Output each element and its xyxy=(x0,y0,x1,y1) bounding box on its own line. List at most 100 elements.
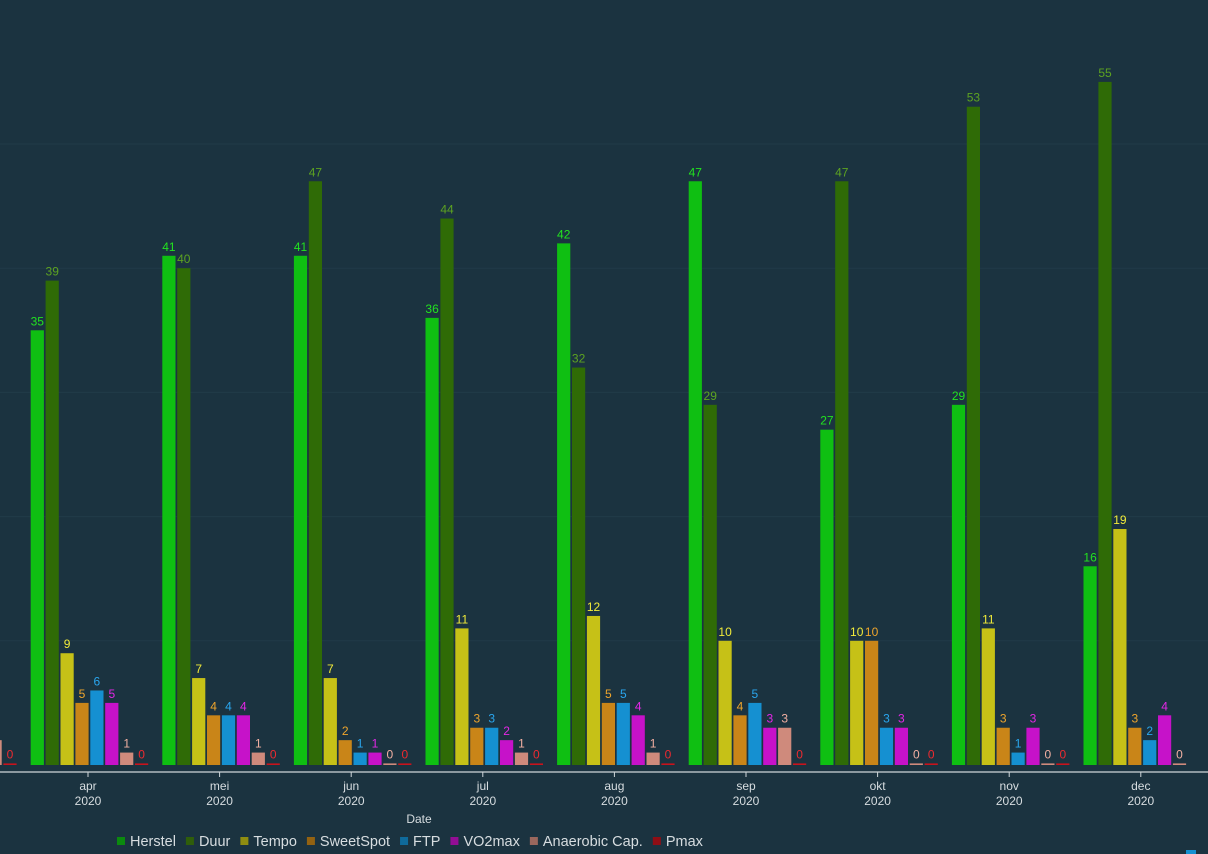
bar-sweetspot-dec xyxy=(1128,727,1142,765)
bar-duur-jul xyxy=(440,218,454,765)
data-label-ftp-apr: 6 xyxy=(94,674,101,688)
bar-duur-aug xyxy=(572,367,586,765)
bar-vo2max-jul xyxy=(500,740,514,765)
tick-label-year-nov: 2020 xyxy=(996,794,1023,808)
legend-label-pmax: Pmax xyxy=(666,834,704,850)
data-label-tempo-apr: 9 xyxy=(64,637,71,651)
data-label-sweetspot-dec: 3 xyxy=(1131,712,1138,726)
bar-vo2max-nov xyxy=(1026,727,1040,765)
bar-herstel-okt xyxy=(820,429,834,765)
data-label-anaerobic-cap--apr: 1 xyxy=(123,737,130,751)
bar-pmax-nov xyxy=(1056,763,1070,765)
data-label-ftp-dec: 2 xyxy=(1146,724,1153,738)
legend-swatch-duur xyxy=(185,837,194,845)
data-label-pmax-jul: 0 xyxy=(533,747,540,761)
data-label-vo2max-jun: 1 xyxy=(372,737,379,751)
data-label-herstel-aug: 42 xyxy=(557,227,571,241)
data-label-ftp-aug: 5 xyxy=(620,687,627,701)
bar-anaerobic-cap--mei xyxy=(251,752,265,765)
data-label-vo2max-dec: 4 xyxy=(1161,699,1168,713)
data-label-anaerobic-cap--nov: 0 xyxy=(1045,747,1052,761)
bar-sweetspot-aug xyxy=(601,702,615,765)
bar-duur-okt xyxy=(835,181,849,765)
data-label-duur-mei: 40 xyxy=(177,252,191,266)
bar-sweetspot-apr xyxy=(75,702,89,765)
data-label-pmax-nov: 0 xyxy=(1059,747,1066,761)
bar-tempo-mei xyxy=(192,678,206,765)
data-label-ftp-nov: 1 xyxy=(1015,737,1022,751)
tick-label-month-mei: mei xyxy=(210,779,229,793)
data-label-pmax-jun: 0 xyxy=(401,747,408,761)
bar-duur-dec xyxy=(1098,81,1112,765)
bar-tempo-apr xyxy=(60,653,74,765)
bar-tempo-okt xyxy=(850,640,864,765)
bar-tempo-aug xyxy=(586,615,601,765)
bar-vo2max-jun xyxy=(368,752,382,765)
data-label-pmax-mei: 0 xyxy=(270,747,277,761)
data-label-vo2max-okt: 3 xyxy=(898,712,905,726)
data-label-sweetspot-nov: 3 xyxy=(1000,712,1007,726)
data-label-tempo-mei: 7 xyxy=(195,662,202,676)
bar-sweetspot-mei xyxy=(207,715,221,765)
bars xyxy=(0,81,1187,766)
bar-herstel-mei xyxy=(162,255,176,765)
bar-pmax-jun xyxy=(398,763,412,765)
bar-pmax-jul xyxy=(529,763,543,765)
data-label-duur-okt: 47 xyxy=(835,165,849,179)
bar-tempo-sep xyxy=(718,640,732,765)
bar-ftp-jun xyxy=(353,752,367,765)
data-label-sweetspot-sep: 4 xyxy=(737,699,744,713)
bar-tempo-jul xyxy=(455,628,469,765)
bar-ftp-aug xyxy=(616,702,630,765)
bar-anaerobic-cap--jun xyxy=(383,763,397,765)
bar-vo2max-okt xyxy=(894,727,908,765)
bar-pmax-partial xyxy=(3,763,17,765)
bar-duur-sep xyxy=(703,404,717,765)
data-label-anaerobic-cap--dec: 0 xyxy=(1176,747,1183,761)
tick-label-month-apr: apr xyxy=(79,779,96,793)
tick-label-month-jun: jun xyxy=(342,779,359,793)
data-label-herstel-okt: 27 xyxy=(820,414,834,428)
data-label-anaerobic-cap--jul: 1 xyxy=(518,737,525,751)
bar-anaerobic-cap--jul xyxy=(514,752,529,765)
data-label-vo2max-mei: 4 xyxy=(240,699,247,713)
data-label-sweetspot-jul: 3 xyxy=(473,712,480,726)
tick-label-year-okt: 2020 xyxy=(864,794,891,808)
data-label-pmax-aug: 0 xyxy=(665,747,672,761)
x-axis-ticks: apr2020mei2020jun2020jul2020aug2020sep20… xyxy=(75,772,1154,808)
bar-ftp-dec xyxy=(1143,740,1157,765)
data-label-duur-apr: 39 xyxy=(46,265,60,279)
data-label-herstel-jun: 41 xyxy=(294,240,308,254)
bar-herstel-apr xyxy=(30,330,44,765)
bar-sweetspot-sep xyxy=(733,715,747,765)
data-label-sweetspot-aug: 5 xyxy=(605,687,612,701)
grid-lines xyxy=(0,143,1208,642)
bar-herstel-jul xyxy=(425,317,439,765)
tick-label-year-jun: 2020 xyxy=(338,794,365,808)
tick-label-year-apr: 2020 xyxy=(75,794,102,808)
bar-vo2max-apr xyxy=(105,702,119,765)
bar-pmax-aug xyxy=(661,763,675,765)
bar-herstel-nov xyxy=(951,404,966,765)
legend-swatch-pmax xyxy=(652,837,661,845)
legend-swatch-sweetspot xyxy=(306,837,315,845)
data-label-ftp-okt: 3 xyxy=(883,712,890,726)
data-label-duur-jul: 44 xyxy=(440,203,454,217)
bar-vo2max-sep xyxy=(763,727,777,765)
legend-swatch-ftp xyxy=(400,837,409,845)
data-label-anaerobic-cap--sep: 3 xyxy=(781,712,788,726)
tick-label-month-okt: okt xyxy=(870,779,887,793)
data-label-sweetspot-jun: 2 xyxy=(342,724,349,738)
bar-anaerobic-cap--nov xyxy=(1041,763,1055,765)
bar-ftp-jul xyxy=(485,727,499,765)
bar-anaerobic-cap--dec xyxy=(1172,763,1187,765)
data-label-anaerobic-cap--jun: 0 xyxy=(387,747,394,761)
bar-tempo-nov xyxy=(981,628,995,765)
tick-label-year-dec: 2020 xyxy=(1127,794,1154,808)
bar-herstel-dec xyxy=(1083,566,1097,765)
bar-sweetspot-jul xyxy=(470,727,484,765)
data-label-anaerobic-cap--mei: 1 xyxy=(255,737,262,751)
data-label-tempo-aug: 12 xyxy=(587,600,601,614)
